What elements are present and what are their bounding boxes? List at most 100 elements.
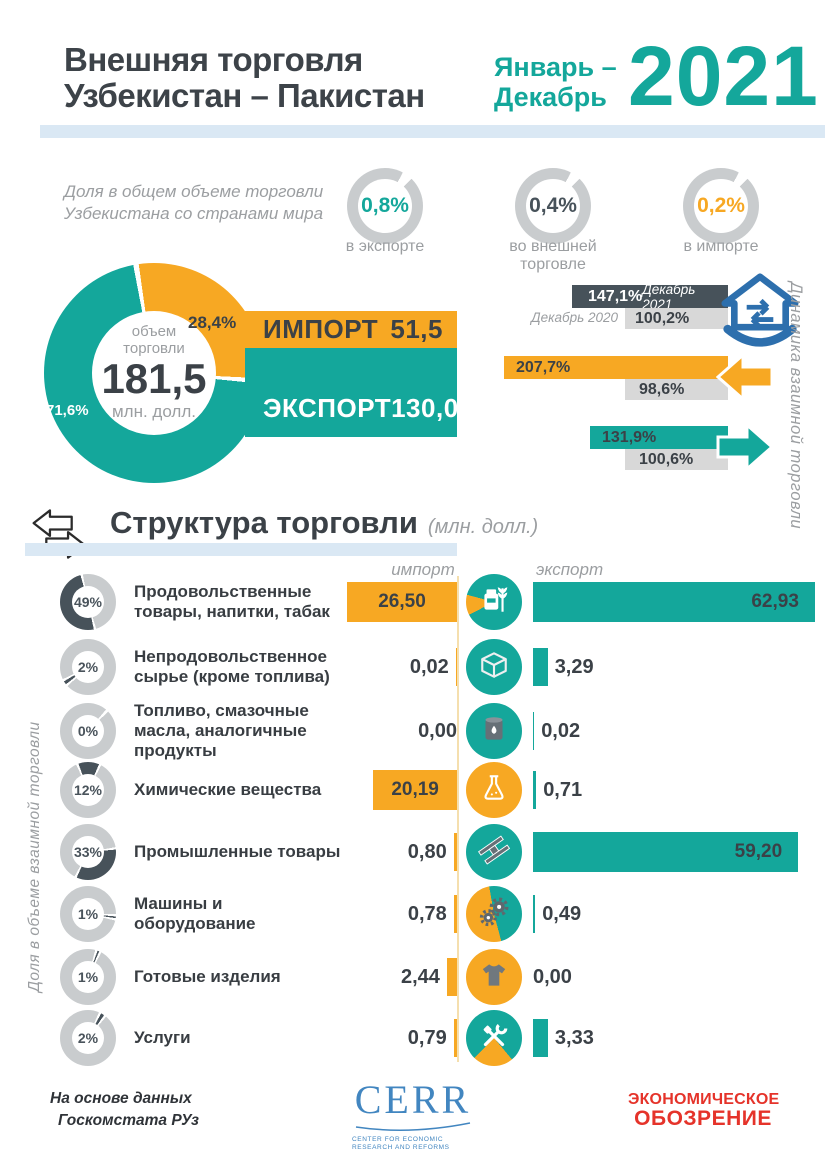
gears-icon: [477, 895, 511, 934]
export-total-bar: ЭКСПОРТ 130,0: [245, 348, 459, 437]
category-name: Услуги: [134, 1027, 191, 1047]
import-cell: 0,80: [408, 832, 457, 872]
share-donut: 12%: [60, 762, 116, 818]
import-cell: 0,00: [418, 711, 457, 751]
category-name: Продовольственные товары, напитки, табак: [134, 581, 330, 621]
share-value: 0%: [77, 723, 99, 739]
source-note-line-2: Госкомстата РУз: [58, 1112, 199, 1130]
export-bar: [533, 712, 535, 750]
export-value: 3,29: [554, 655, 594, 678]
export-cell: 3,33: [533, 1018, 594, 1058]
category-icon-circle: [466, 639, 522, 695]
food-icon: [478, 584, 510, 621]
export-bar: [533, 1019, 548, 1057]
export-total-label: ЭКСПОРТ: [263, 393, 392, 423]
cerr-logo-word: CERR: [354, 1077, 472, 1122]
barrel-icon: [478, 713, 510, 750]
share-value: 49%: [73, 594, 103, 610]
share-value: 2%: [77, 1030, 99, 1046]
dynamics-export-bar-2021: 131,9%: [590, 426, 728, 449]
share-donut-hole: 12%: [72, 774, 104, 806]
beam-icon: [477, 833, 511, 872]
category-icon-circle: [466, 949, 522, 1005]
dynamics-label-2021: Декабрь 2021: [642, 281, 696, 312]
export-bar: 62,93: [533, 582, 815, 622]
import-bar: 26,50: [347, 582, 457, 622]
export-total-value: 130,0: [391, 393, 459, 423]
structure-header: Структура торговли (млн. долл.): [110, 505, 538, 541]
cerr-logo-subtitle: CENTER FOR ECONOMIC RESEARCH AND REFORMS: [348, 1136, 478, 1152]
import-bar: 20,19: [373, 770, 457, 810]
export-arrow-right-icon: [716, 422, 774, 472]
dynamics-import-bar-2021: 207,7%: [504, 356, 728, 379]
cerr-logo-swash: [355, 1122, 471, 1131]
share-donut: 1%: [60, 949, 116, 1005]
dynamics-export-bar-2020: 100,6%: [625, 449, 728, 470]
tshirt-icon: [478, 959, 510, 996]
import-total-value: 51,5: [390, 314, 443, 344]
structure-row: 12% Химические вещества 20,19 0,71: [0, 761, 825, 819]
share-donut: 49%: [60, 574, 116, 630]
magazine-line-1: ЭКОНОМИЧЕСКОЕ: [628, 1091, 780, 1108]
dynamics-export-value-2021: 131,9%: [602, 428, 657, 446]
import-bar: [453, 895, 457, 933]
trade-house-icon: [721, 273, 799, 347]
export-cell: 0,49: [533, 894, 581, 934]
volume-value: 181,5: [101, 355, 207, 403]
page-title: Внешняя торговля Узбекистан – Пакистан: [64, 42, 425, 113]
share-donut: 2%: [60, 1010, 116, 1066]
period-line-1: Январь –: [494, 52, 617, 82]
share-donut-hole: 2%: [72, 1022, 104, 1054]
share-badge-hole: 0,4%: [526, 179, 580, 233]
import-total-bar: ИМПОРТ 51,5: [245, 311, 457, 348]
shares-caption-line-1: Доля в общем объеме торговли: [64, 182, 324, 201]
share-badge-value: 0,2%: [697, 194, 745, 217]
volume-unit: млн. долл.: [111, 401, 196, 421]
structure-row: 1% Готовые изделия 2,44 0,00: [0, 948, 825, 1006]
share-donut-hole: 33%: [72, 836, 104, 868]
category-icon-circle: [466, 574, 522, 630]
structure-unit: (млн. долл.): [427, 516, 539, 538]
export-value: 0,02: [541, 719, 581, 742]
import-cell: 0,79: [408, 1018, 457, 1058]
shares-caption: Доля в общем объеме торговли Узбекистана…: [64, 181, 323, 225]
share-donut-hole: 1%: [72, 898, 104, 930]
share-badge-label: в импорте: [683, 238, 759, 255]
flask-icon: [478, 772, 510, 809]
export-share-label: 71,6%: [46, 402, 89, 419]
structure-title: Структура торговли: [110, 505, 418, 540]
share-donut: 2%: [60, 639, 116, 695]
category-icon-circle: [466, 886, 522, 942]
category-name: Промышленные товары: [134, 841, 341, 861]
cerr-sub-line-2: RESEARCH AND REFORMS: [352, 1144, 450, 1152]
header-divider: [40, 125, 825, 138]
share-donut: 33%: [60, 824, 116, 880]
share-value: 2%: [77, 659, 99, 675]
cerr-logo: CERR CENTER FOR ECONOMIC RESEARCH AND RE…: [348, 1077, 478, 1152]
export-column-header: экспорт: [536, 560, 604, 579]
export-value: 3,33: [554, 1026, 594, 1049]
share-badge-hole: 0,8%: [358, 179, 412, 233]
export-cell: 3,29: [533, 647, 594, 687]
share-donut-hole: 1%: [72, 961, 104, 993]
import-arrow-left-icon: [716, 352, 774, 402]
export-cell: 0,00: [533, 957, 572, 997]
import-cell: 2,44: [401, 957, 457, 997]
structure-row: 2% Услуги 0,79 3,33: [0, 1009, 825, 1067]
category-name: Машины и оборудование: [134, 893, 256, 933]
dynamics-import-bar-2020: 98,6%: [625, 379, 728, 400]
share-value: 1%: [77, 906, 99, 922]
export-bar: 59,20: [533, 832, 799, 872]
import-value: 0,00: [418, 719, 457, 742]
export-value: 0,71: [543, 778, 583, 801]
import-value: 0,78: [407, 902, 447, 925]
export-value: 0,49: [542, 902, 582, 925]
source-note: На основе данных Госкомстата РУз: [50, 1088, 199, 1133]
import-column-header: импорт: [391, 560, 455, 579]
import-bar: [455, 648, 457, 686]
dynamics-side-label: Динамика взаимной торговли: [787, 282, 805, 530]
dynamics-import-value-2021: 207,7%: [516, 358, 571, 376]
structure-row: 0% Топливо, смазочные масла, аналогичные…: [0, 701, 825, 760]
year-label: 2021: [628, 29, 819, 123]
dynamics-total-value-2020: 100,2%: [635, 309, 690, 327]
